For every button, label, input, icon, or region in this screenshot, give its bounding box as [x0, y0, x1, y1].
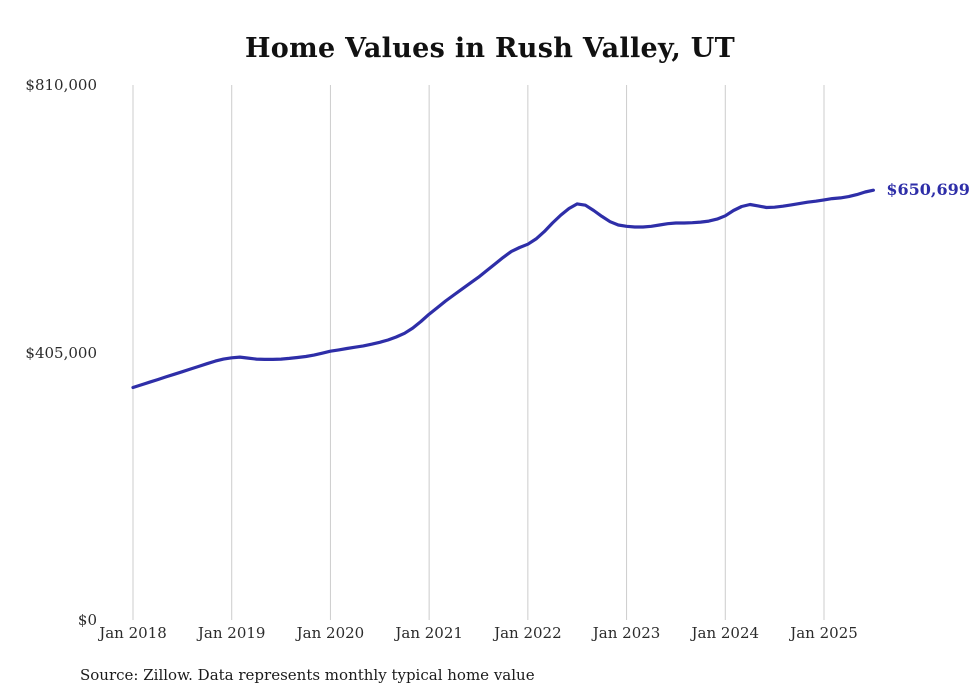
x-axis-tick-jan-2024: Jan 2024	[691, 624, 760, 642]
x-axis-tick-jan-2021: Jan 2021	[395, 624, 463, 642]
x-axis-tick-jan-2025: Jan 2025	[790, 624, 858, 642]
x-axis-tick-jan-2023: Jan 2023	[592, 624, 661, 642]
latest-value-label: $650,699	[886, 180, 970, 200]
x-axis-tick-jan-2022: Jan 2022	[494, 624, 562, 642]
x-axis-tick-jan-2020: Jan 2020	[296, 624, 365, 642]
y-axis-tick-405000: $405,000	[25, 344, 97, 362]
y-axis-tick-0: $0	[77, 611, 97, 629]
home-value-line	[131, 188, 875, 390]
chart-title: Home Values in Rush Valley, UT	[244, 33, 736, 64]
x-axis-tick-jan-2019: Jan 2019	[197, 624, 266, 642]
y-axis-tick-810000: $810,000	[25, 76, 97, 94]
x-axis-tick-jan-2018: Jan 2018	[99, 624, 167, 642]
source-note: Source: Zillow. Data represents monthly …	[80, 666, 535, 684]
